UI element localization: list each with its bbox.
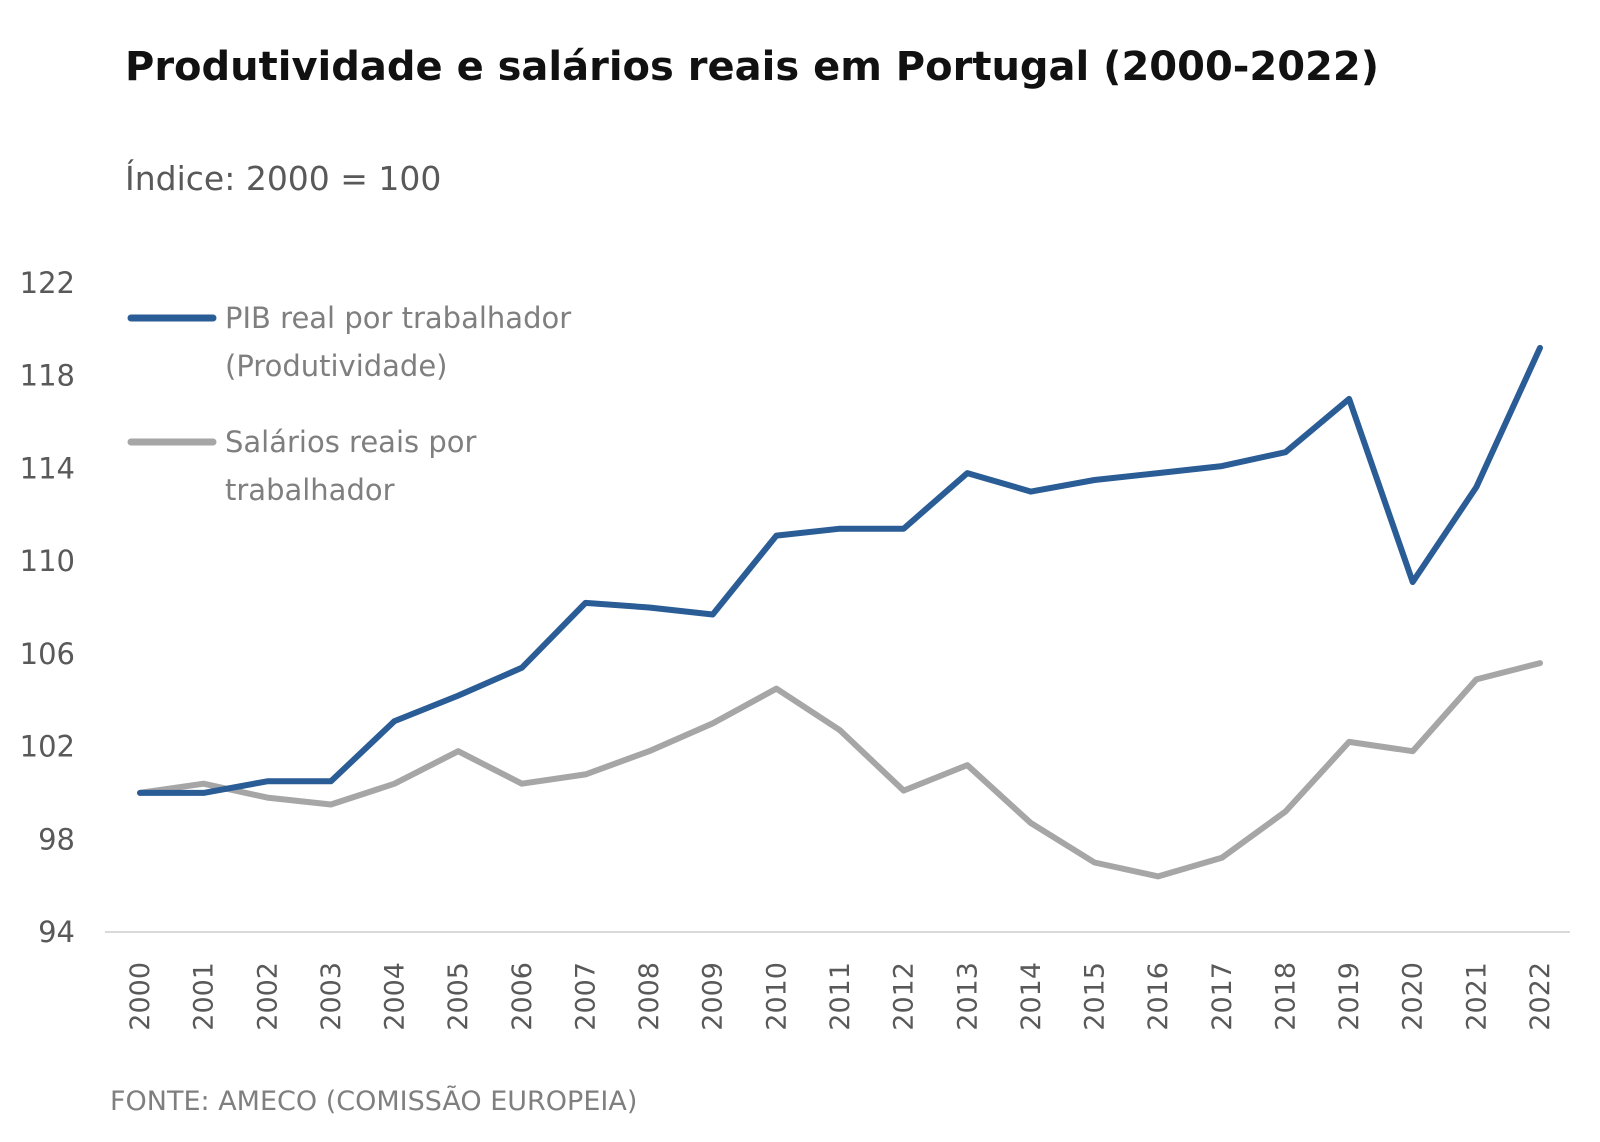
- y-axis-ticks: 122 118 114 110 106 102 98 94: [20, 266, 75, 949]
- legend-label: PIB real por trabalhador: [225, 301, 571, 335]
- x-tick-label: 2021: [1461, 962, 1492, 1031]
- x-axis-ticks: 2000 2001 2002 2003 2004 2005 2006 2007 2008 2009…: [125, 962, 1556, 1031]
- x-tick-label: 2022: [1525, 962, 1556, 1031]
- x-tick-label: 2011: [825, 962, 856, 1031]
- legend-label: (Produtividade): [225, 349, 448, 383]
- y-tick-label: 114: [20, 451, 75, 485]
- x-tick-label: 2019: [1334, 962, 1365, 1031]
- x-tick-label: 2000: [125, 962, 156, 1031]
- y-tick-label: 94: [38, 915, 75, 949]
- x-tick-label: 2013: [952, 962, 983, 1031]
- x-tick-label: 2001: [189, 962, 220, 1031]
- x-tick-label: 2004: [380, 962, 411, 1031]
- y-tick-label: 98: [38, 822, 75, 856]
- chart-title: Produtividade e salários reais em Portug…: [125, 44, 1379, 90]
- y-tick-label: 106: [20, 637, 75, 671]
- x-tick-label: 2003: [316, 962, 347, 1031]
- legend-label: trabalhador: [225, 473, 395, 507]
- x-tick-label: 2010: [761, 962, 792, 1031]
- x-tick-label: 2014: [1016, 962, 1047, 1031]
- x-tick-label: 2005: [443, 962, 474, 1031]
- x-tick-label: 2012: [889, 962, 920, 1031]
- x-tick-label: 2020: [1398, 962, 1429, 1031]
- x-tick-label: 2008: [634, 962, 665, 1031]
- y-tick-label: 110: [20, 544, 75, 578]
- x-tick-label: 2018: [1270, 962, 1301, 1031]
- y-tick-label: 122: [20, 266, 75, 300]
- x-tick-label: 2007: [570, 962, 601, 1031]
- x-tick-label: 2017: [1207, 962, 1238, 1031]
- x-tick-label: 2002: [252, 962, 283, 1031]
- series-line-produtividade: [137, 344, 1543, 796]
- source-note: FONTE: AMECO (COMISSÃO EUROPEIA): [110, 1085, 637, 1117]
- x-tick-label: 2015: [1080, 962, 1111, 1031]
- series-lines: [137, 344, 1543, 880]
- legend: PIB real por trabalhador (Produtividade) S…: [127, 301, 571, 507]
- legend-label: Salários reais por: [225, 425, 476, 459]
- y-tick-label: 118: [20, 359, 75, 393]
- chart-subtitle: Índice: 2000 = 100: [125, 158, 441, 198]
- series-line-salarios: [137, 660, 1543, 880]
- x-tick-label: 2009: [698, 962, 729, 1031]
- y-tick-label: 102: [20, 730, 75, 764]
- x-tick-label: 2016: [1143, 962, 1174, 1031]
- x-tick-label: 2006: [507, 962, 538, 1031]
